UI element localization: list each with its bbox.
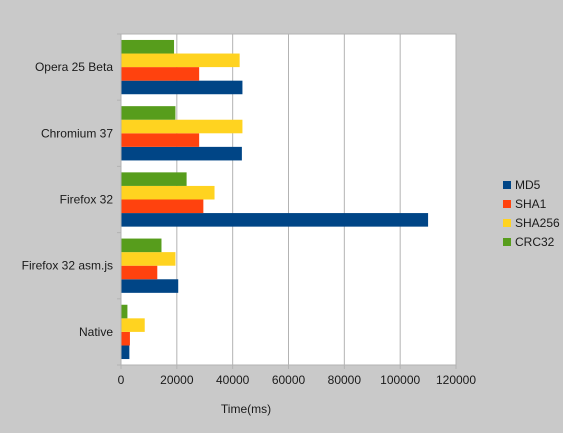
x-tick-label: 40000: [216, 373, 250, 387]
legend-swatch-sha256: [503, 219, 511, 227]
legend: MD5 SHA1 SHA256 CRC32: [503, 178, 560, 249]
bar-sha256-4: [121, 318, 145, 332]
bar-crc32-1: [121, 106, 176, 120]
bars: [121, 39, 429, 360]
bar-sha1-0: [121, 67, 200, 81]
bar-sha1-1: [121, 133, 200, 147]
bar-crc32-2: [121, 172, 187, 186]
bar-sha256-3: [121, 252, 176, 266]
bar-md5-1: [121, 146, 242, 161]
legend-label-crc32: CRC32: [515, 235, 555, 249]
bar-crc32-4: [121, 304, 128, 319]
legend-swatch-crc32: [503, 238, 511, 246]
bar-sha1-4: [121, 331, 130, 346]
axes: 0 20000 40000 60000 80000 100000 120000 Opera 2…: [22, 33, 476, 387]
bar-crc32-0: [121, 39, 175, 54]
x-tick-label: 120000: [436, 373, 476, 387]
legend-swatch-sha1: [503, 200, 511, 208]
legend-label-sha256: SHA256: [515, 216, 560, 230]
legend-swatch-md5: [503, 181, 511, 189]
bar-sha256-0: [121, 53, 240, 68]
legend-label-md5: MD5: [515, 178, 541, 192]
bar-sha1-3: [121, 265, 158, 280]
bar-md5-0: [121, 80, 243, 95]
x-tick-label: 80000: [328, 373, 362, 387]
x-tick-label: 0: [118, 373, 125, 387]
y-tick-label: Native: [79, 325, 113, 339]
bar-sha256-1: [121, 119, 243, 134]
x-axis-title: Time(ms): [221, 402, 271, 416]
y-tick-label: Firefox 32 asm.js: [22, 259, 113, 273]
legend-label-sha1: SHA1: [515, 197, 547, 211]
bar-md5-3: [121, 279, 179, 293]
y-tick-label: Firefox 32: [60, 193, 114, 207]
plot-border: [120, 33, 457, 366]
y-tick-label: Chromium 37: [41, 126, 113, 140]
bar-sha1-2: [121, 199, 204, 214]
x-tick-label: 100000: [380, 373, 420, 387]
bar-sha256-2: [121, 185, 215, 200]
bar-crc32-3: [121, 238, 162, 253]
bar-md5-4: [121, 345, 130, 360]
bar-md5-2: [121, 213, 429, 227]
x-tick-label: 60000: [272, 373, 306, 387]
x-tick-label: 20000: [160, 373, 194, 387]
y-tick-label: Opera 25 Beta: [35, 60, 113, 74]
